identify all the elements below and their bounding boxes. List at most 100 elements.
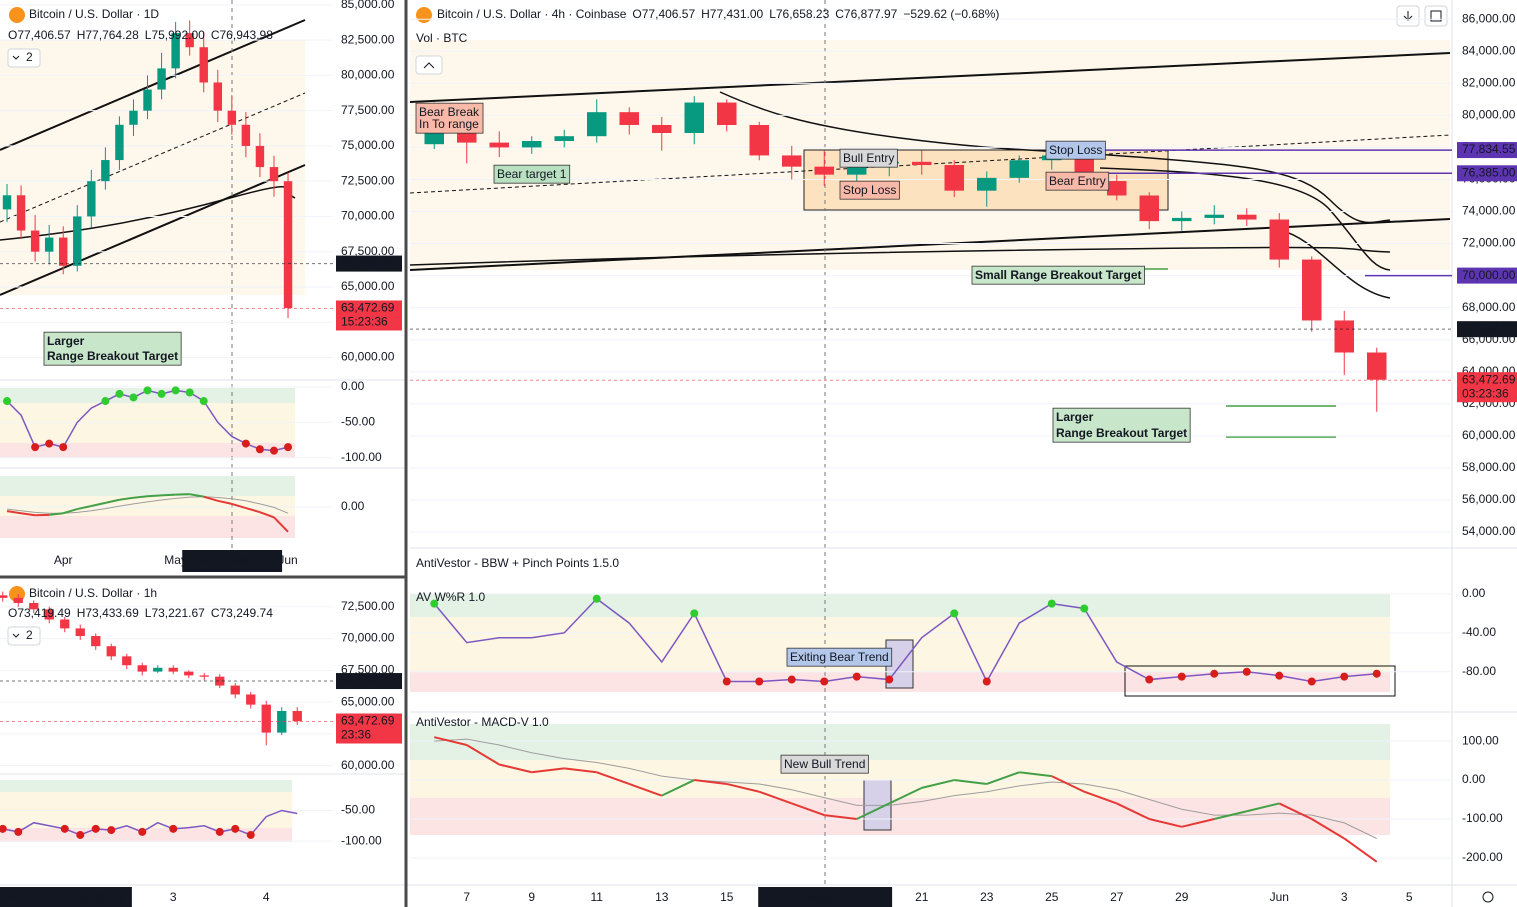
wr-signal-dot xyxy=(269,446,278,455)
price-label-box xyxy=(1457,321,1517,338)
macd-segment xyxy=(273,516,289,533)
y-tick-label: 80,000.00 xyxy=(341,68,395,82)
wr-zone-mid xyxy=(0,403,295,443)
annotation-text: Range Breakout Target xyxy=(1056,426,1187,440)
y-tick-label: 85,000.00 xyxy=(341,0,395,11)
macd-segment xyxy=(986,771,1020,785)
candle-body xyxy=(283,181,293,309)
wr-signal-dot xyxy=(14,827,23,836)
wr-signal-dot xyxy=(1340,672,1349,681)
crosshair-label: Mon 18 May '26 01:00 xyxy=(758,887,893,907)
y-tick-label: 67,500.00 xyxy=(341,662,395,676)
price-label-box xyxy=(1457,142,1517,159)
annotation-box xyxy=(493,164,571,184)
price-label: 66,656.82 xyxy=(341,256,395,270)
candle-body xyxy=(912,161,932,166)
wr-zone-high xyxy=(410,594,1390,617)
macd-segment xyxy=(921,779,955,789)
fullscreen-button[interactable] xyxy=(1424,5,1448,27)
ohlc-value: C76,877.97 xyxy=(835,7,897,21)
candle-body xyxy=(1334,320,1354,353)
x-tick-label: 9 xyxy=(528,890,535,904)
annotation-box xyxy=(839,148,898,168)
ohlc-value: O73,419.49 xyxy=(8,606,71,620)
wr-signal-dot xyxy=(820,677,829,686)
wr-signal-dot xyxy=(1210,669,1219,678)
annotation-text: Small Range Breakout Target xyxy=(975,268,1142,282)
x-tick-label: 27 xyxy=(1110,890,1124,904)
x-tick-label: 3 xyxy=(1341,890,1348,904)
wr-signal-dot xyxy=(690,609,699,618)
collapse-button[interactable] xyxy=(415,55,443,75)
candle-body xyxy=(652,124,672,133)
macd-segment xyxy=(1019,771,1052,778)
y-tick-label: 82,500.00 xyxy=(341,32,395,46)
macd-segment xyxy=(1149,818,1182,828)
annotation-box xyxy=(839,180,900,200)
y-tick-label: -100.00 xyxy=(341,833,382,847)
macd-segment xyxy=(466,744,500,766)
wr-signal-dot xyxy=(171,386,180,395)
y-tick-label: 74,000.00 xyxy=(1462,204,1516,218)
candle-body xyxy=(1302,259,1322,321)
wr-signal-dot xyxy=(185,388,194,397)
settings-icon[interactable] xyxy=(1482,891,1494,903)
indicator-toggle[interactable] xyxy=(7,626,41,646)
macd-segment xyxy=(231,502,247,509)
x-tick-label: 11 xyxy=(591,890,604,904)
chart-title: Bitcoin / U.S. Dollar · 4h · Coinbase xyxy=(437,7,627,21)
wr-signal-dot xyxy=(284,443,293,452)
ohlc-value: L73,221.67 xyxy=(145,606,205,620)
band-line xyxy=(1099,167,1391,271)
macd-segment xyxy=(1083,790,1118,805)
price-label-box xyxy=(1457,165,1517,182)
price-label-box xyxy=(336,255,402,272)
y-tick-label: 58,000.00 xyxy=(1462,460,1516,474)
candle-body xyxy=(255,145,265,168)
macd-segment xyxy=(1214,810,1247,820)
candle-body xyxy=(122,656,132,666)
price-label-box xyxy=(1457,372,1517,403)
annotation: Bull Entry xyxy=(839,148,898,168)
macd-segment xyxy=(596,771,630,785)
candle-body xyxy=(1107,181,1127,196)
candle-body xyxy=(60,619,70,629)
macd-segment xyxy=(954,779,987,785)
price-label: 66,656.82 xyxy=(1462,321,1516,335)
candle-body xyxy=(814,166,834,175)
candle-body xyxy=(129,110,138,125)
trend-line xyxy=(409,52,1451,103)
wr-signal-dot xyxy=(60,824,69,833)
macd-segment xyxy=(161,493,176,497)
annotation-text: Exiting Bear Trend xyxy=(790,650,889,664)
chart-title: Bitcoin / U.S. Dollar · 1D xyxy=(29,7,159,21)
crosshair-label: Mon 18 May '26 xyxy=(182,550,283,572)
annotation: New Bull Trend xyxy=(780,754,869,774)
wr-signal-dot xyxy=(199,397,208,406)
annotation-text: In To range xyxy=(419,117,479,131)
annotation-box xyxy=(1045,171,1110,191)
annotation-box xyxy=(971,265,1145,285)
wr-signal-dot xyxy=(592,594,601,603)
macd-segment xyxy=(189,493,204,498)
wr-signal-dot xyxy=(722,677,731,686)
macd-segment xyxy=(49,512,64,516)
y-tick-label: 54,000.00 xyxy=(1462,524,1516,538)
download-icon xyxy=(1403,11,1413,21)
macd-segment xyxy=(1181,818,1215,828)
price-label: 76,385.00 xyxy=(1462,165,1516,179)
candle-body xyxy=(143,89,152,111)
candle-body xyxy=(157,68,166,90)
annotation: Exiting Bear Trend xyxy=(786,647,893,667)
annotation-text: Stop Loss xyxy=(843,183,896,197)
y-tick-label: 60,000.00 xyxy=(341,758,395,772)
annotation-box xyxy=(43,331,182,366)
indicator-toggle[interactable] xyxy=(7,48,41,68)
macd-segment xyxy=(91,501,106,507)
candle-body xyxy=(522,141,542,148)
y-tick-label: 65,000.00 xyxy=(341,279,395,293)
price-label: 63,472.69 xyxy=(341,714,395,728)
wr-signal-dot xyxy=(143,386,152,395)
wr-signal-dot xyxy=(982,677,991,686)
x-tick-label: 3 xyxy=(170,890,177,904)
